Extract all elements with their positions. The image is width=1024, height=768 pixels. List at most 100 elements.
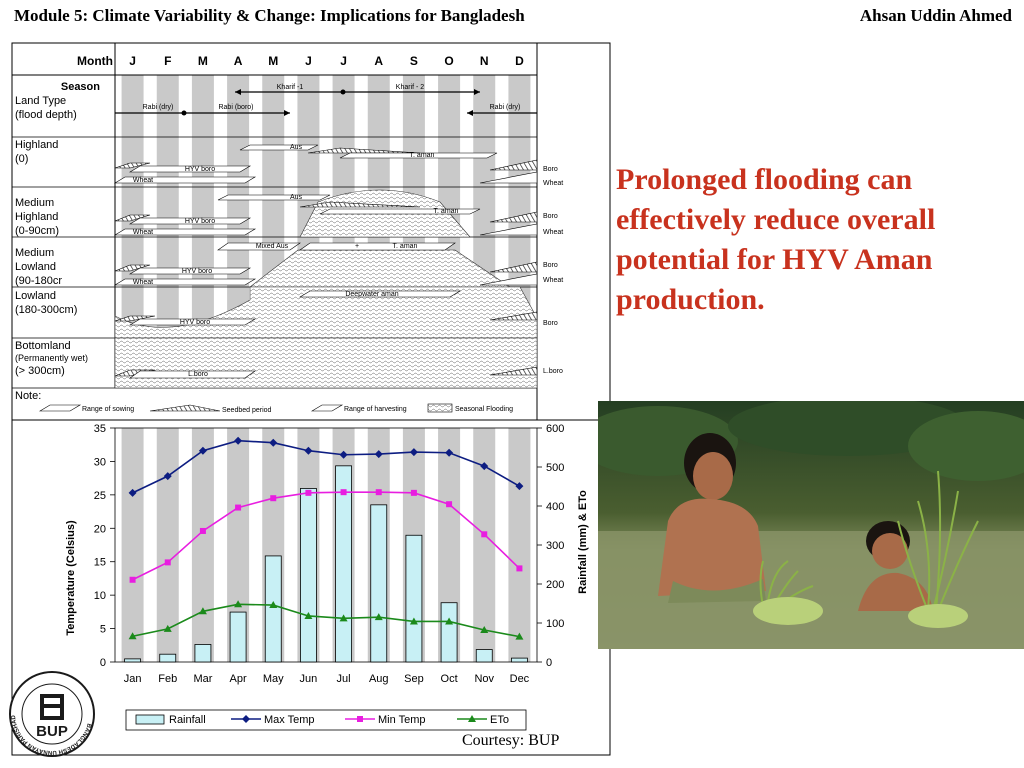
rainfall-bar [335, 465, 352, 663]
lowland-deepwater-aman: Deepwater aman [345, 291, 398, 298]
legend-sowing-swatch [38, 404, 82, 412]
rainfall-bar [405, 534, 423, 663]
row-med-lowland-line1: Medium [15, 247, 54, 259]
season-label: Season [61, 81, 100, 93]
series-point [445, 617, 454, 625]
crop-bars [113, 144, 538, 379]
logo-emblem-detail-top [44, 698, 60, 704]
series-point [164, 559, 171, 566]
legend-min-temp-label: Min Temp [378, 714, 425, 726]
series-point [163, 472, 172, 481]
series-point [305, 489, 312, 496]
series-line [132, 603, 520, 638]
rainfall-bar [264, 555, 282, 663]
flood-depth-label: (flood depth) [15, 109, 77, 121]
man-left [658, 433, 766, 603]
series-point [128, 632, 137, 640]
series-point [340, 489, 347, 496]
courtesy-note: Courtesy: BUP [462, 732, 560, 749]
right-med-lowland-boro: Boro [543, 262, 558, 269]
bup-logo: BANGLADESH UNNAYAN PARISHAD BUP [9, 671, 95, 757]
row-highland-line2: (0) [15, 153, 28, 165]
legend-harvesting-swatch [310, 404, 344, 412]
series-point [410, 489, 417, 496]
y2-tick-label: 600 [546, 423, 564, 435]
y2-tick-label: 100 [546, 618, 564, 630]
crop-labels: Aus T. aman HYV boro Wheat Aus T. aman H… [133, 144, 459, 378]
rainfall-bar [229, 611, 247, 663]
row-bottomland-line2: (Permanently wet) [15, 353, 88, 363]
x-tick-label: Jun [300, 673, 318, 685]
rainfall-bar [440, 602, 458, 663]
x-tick-label: Feb [158, 673, 177, 685]
series-point [515, 482, 524, 491]
land-type-labels: Highland (0) Medium Highland (0-90cm) Me… [15, 139, 88, 402]
row-med-highland-line1: Medium [15, 197, 54, 209]
legend-seedbed-swatch [149, 404, 221, 412]
series-point [516, 565, 523, 572]
series-point [480, 626, 489, 634]
month-label: Month [77, 54, 113, 68]
series-point [409, 617, 418, 625]
chart-stripe [227, 428, 250, 662]
y-tick-label: 20 [94, 523, 106, 535]
calendar-month-letter: D [515, 54, 524, 68]
calendar-month-letter: N [480, 54, 489, 68]
series-point [270, 495, 277, 502]
x-tick-label: Aug [369, 673, 389, 685]
highland-t-aman: T. aman [410, 152, 435, 159]
med-highland-hyv-boro: HYV boro [185, 218, 215, 225]
legend-max-temp-label: Max Temp [264, 714, 315, 726]
legend-eto-label: ETo [490, 714, 509, 726]
rabi-dry-right-label: Rabi (dry) [490, 104, 521, 111]
calendar-month-letter: F [164, 54, 171, 68]
chart-legend: Rainfall Max Temp Min Temp ETo [125, 709, 527, 731]
calendar-month-letter: A [374, 54, 383, 68]
kharif-1-label: Kharif -1 [277, 84, 304, 91]
right-med-lowland-wheat: Wheat [543, 277, 563, 284]
x-tick-label: Apr [230, 673, 247, 685]
logo-text: BUP [36, 723, 68, 740]
series-point [128, 488, 137, 497]
series-point [198, 446, 207, 455]
row-bottomland-line1: Bottomland [15, 340, 71, 352]
series-point [339, 450, 348, 459]
calendar-month-letter: A [234, 54, 243, 68]
logo-emblem-detail-bottom [44, 708, 60, 716]
right-med-highland-boro: Boro [543, 213, 558, 220]
series-point [234, 436, 243, 445]
chart-legend-box [125, 709, 527, 731]
calendar-legend: Range of sowing Seedbed period Range of … [38, 403, 513, 414]
rainfall-bar [300, 488, 317, 663]
med-lowland-mixed-aus: Mixed Aus [256, 243, 289, 250]
y-tick-label: 10 [94, 590, 106, 602]
y-axis-title-right: Rainfall (mm) & ETo [577, 490, 589, 594]
rainfall-bar [475, 649, 493, 663]
rabi-dry-left-label: Rabi (dry) [143, 104, 174, 111]
legend-seedbed-label: Seedbed period [222, 407, 272, 414]
calendar-month-letter: S [410, 54, 418, 68]
author-name: Ahsan Uddin Ahmed [859, 6, 1012, 25]
tree-foliage-right [908, 411, 1024, 481]
med-highland-t-aman: T. aman [434, 208, 459, 215]
calendar-month-letter: O [444, 54, 453, 68]
x-tick-label: Jan [124, 673, 142, 685]
lowland-hyv-boro: HYV boro [180, 319, 210, 326]
legend-max-temp-marker [242, 715, 250, 723]
module-title: Module 5: Climate Variability & Change: … [14, 6, 525, 25]
x-tick-label: May [263, 673, 284, 685]
y-tick-label: 35 [94, 423, 106, 435]
med-highland-aus: Aus [290, 194, 303, 201]
y-tick-label: 25 [94, 490, 106, 502]
highland-wheat: Wheat [133, 177, 153, 184]
calendar-month-letter: J [305, 54, 312, 68]
chart-stripe [508, 428, 531, 662]
rainfall-bar [511, 657, 528, 663]
series-point [409, 448, 418, 457]
chart-series-lines [128, 436, 524, 640]
legend-rainfall-swatch [135, 714, 165, 725]
series-point [198, 607, 207, 615]
series-point [129, 576, 136, 583]
right-med-highland-wheat: Wheat [543, 229, 563, 236]
